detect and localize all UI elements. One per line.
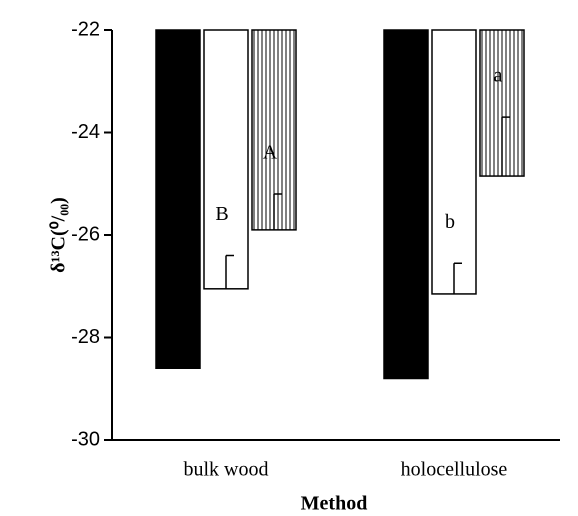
error-bar: [453, 262, 462, 294]
y-tick-label: -28: [71, 326, 100, 348]
bar: [383, 29, 429, 380]
annotation: c: [398, 280, 407, 302]
error-bar: [501, 116, 510, 177]
error-bar: [273, 193, 282, 230]
y-tick-label: -24: [71, 121, 100, 143]
y-tick-label: -26: [71, 223, 100, 245]
y-axis-label: δ¹³C(⁰/₀₀): [48, 197, 70, 273]
y-tick-label: -22: [71, 18, 100, 40]
annotation: B: [215, 203, 228, 225]
annotation: C: [167, 272, 180, 294]
error-bar: [177, 323, 186, 369]
error-bar: [405, 331, 414, 379]
annotation: b: [445, 211, 455, 233]
annotation: A: [263, 142, 278, 164]
error-bar: [225, 254, 234, 289]
annotation: a: [494, 65, 503, 87]
y-tick-label: -30: [71, 428, 100, 450]
bar: [203, 29, 249, 290]
x-axis-label: Method: [301, 493, 368, 515]
x-tick-label: bulk wood: [184, 459, 269, 481]
bar: [431, 29, 477, 295]
x-tick-label: holocellulose: [401, 459, 508, 481]
bar: [155, 29, 201, 369]
